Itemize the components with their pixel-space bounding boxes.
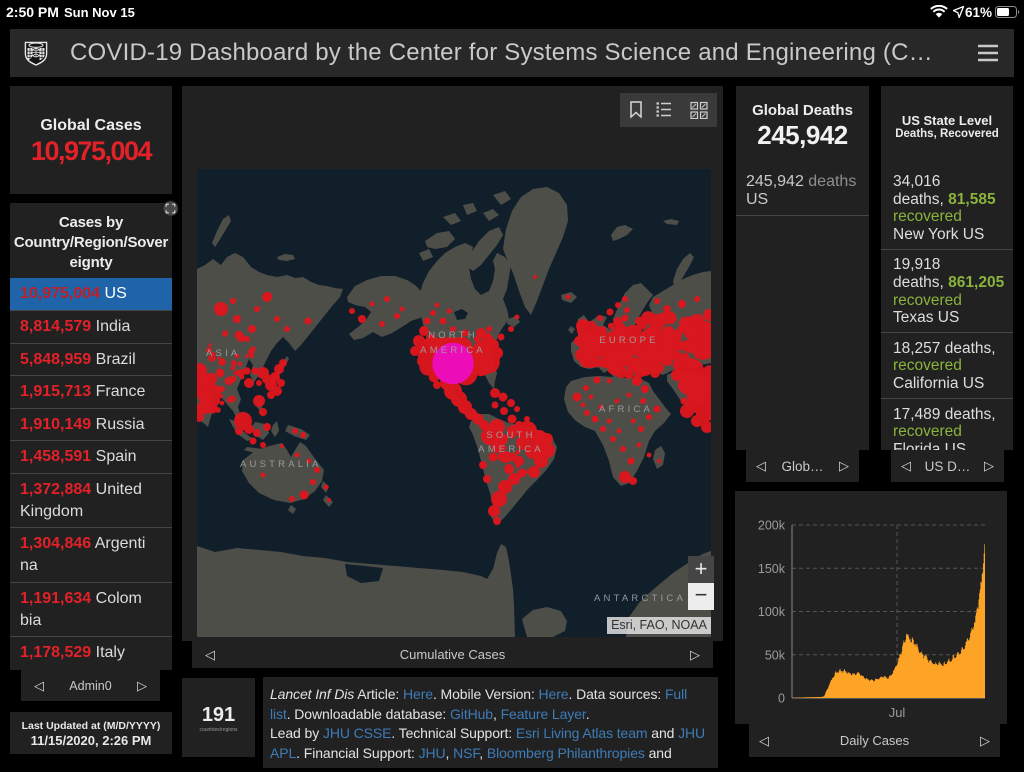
svg-text:AFRICA: AFRICA (599, 404, 653, 415)
svg-text:NORTH: NORTH (428, 330, 478, 341)
svg-text:ASIA: ASIA (206, 348, 240, 359)
svg-text:ANTARCTICA: ANTARCTICA (594, 593, 686, 604)
svg-text:AMERICA: AMERICA (478, 444, 544, 455)
svg-text:SOUTH: SOUTH (486, 430, 535, 441)
svg-text:50k: 50k (765, 648, 786, 662)
svg-text:AMERICA: AMERICA (420, 345, 486, 356)
svg-text:AUSTRALIA: AUSTRALIA (240, 459, 322, 470)
svg-text:150k: 150k (758, 562, 786, 576)
svg-text:100k: 100k (758, 605, 786, 619)
svg-text:Jul: Jul (889, 705, 906, 720)
svg-text:EUROPE: EUROPE (599, 335, 658, 346)
svg-text:0: 0 (778, 692, 785, 706)
svg-text:200k: 200k (758, 519, 786, 533)
